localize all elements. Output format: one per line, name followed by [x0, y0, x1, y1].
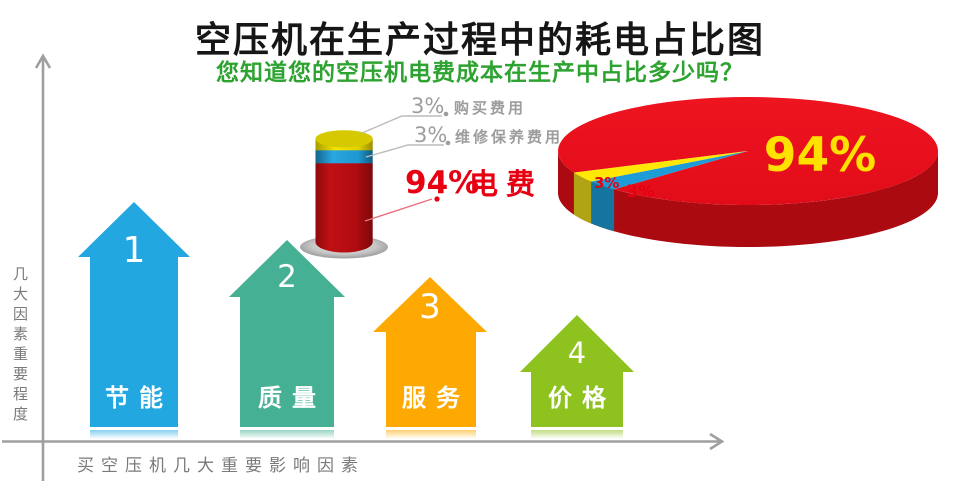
pie-side-purchase	[573, 172, 592, 224]
callout-pct-maintenance: 3%	[414, 123, 448, 147]
cylinder-segment-electricity	[315, 163, 373, 253]
pie-side-electricity	[558, 151, 938, 247]
callout-label-maintenance: 维修保养费用	[455, 128, 564, 146]
x-axis-arrowhead-icon	[709, 432, 725, 451]
y-axis-label: 几大因素重要程度	[11, 266, 29, 426]
pie-label-maintenance: 3%	[626, 182, 655, 202]
arrow-reflection-quality	[240, 430, 334, 439]
callout-pct-purchase: 3%	[411, 94, 445, 118]
pie-slice-purchase	[573, 151, 748, 182]
cylinder-segment-maintenance	[315, 150, 373, 164]
x-axis-label: 买空压机几大重要影响因素	[77, 456, 365, 476]
callout-line-maintenance	[365, 144, 444, 158]
arrow-reflection-price	[531, 430, 623, 439]
callout-line-electricity	[364, 198, 433, 222]
callout-dot-purchase	[443, 111, 449, 117]
callout-line-purchase	[361, 115, 442, 134]
callout-dot-electricity	[434, 196, 440, 202]
factor-label-energy: 节能	[105, 384, 173, 412]
pie-side-maintenance	[591, 181, 615, 232]
factor-label-price: 价格	[548, 384, 616, 412]
y-axis-arrowhead-icon	[34, 53, 52, 69]
arrow-reflection-service	[386, 430, 476, 439]
arrow-bar-quality	[229, 240, 345, 427]
factor-arrows	[78, 202, 634, 439]
cylinder-top	[315, 130, 373, 148]
pie-label-purchase: 3%	[594, 174, 620, 192]
page-title: 空压机在生产过程中的耗电占比图	[194, 20, 765, 61]
callout-pct-electricity: 94%	[405, 165, 480, 201]
arrow-bar-price	[520, 315, 634, 427]
factor-rank-price: 4	[567, 336, 587, 370]
callout-label-purchase: 购买费用	[454, 99, 527, 117]
cost-cylinder	[300, 130, 388, 259]
axes	[2, 53, 725, 481]
callout-lines	[361, 111, 451, 222]
pie-slice-electricity	[558, 96, 939, 205]
arrow-reflection-energy	[90, 430, 178, 439]
factor-rank-service: 3	[419, 287, 441, 327]
factor-rank-energy: 1	[122, 230, 146, 271]
pie-slice-maintenance	[591, 151, 748, 190]
pie-label-electricity: 94%	[763, 128, 877, 183]
factor-label-service: 服务	[402, 384, 470, 412]
callout-dot-maintenance	[445, 140, 451, 146]
factor-label-quality: 质量	[258, 384, 326, 412]
callout-label-electricity: 电费	[469, 167, 544, 201]
factor-rank-quality: 2	[277, 259, 297, 295]
arrow-bar-energy	[78, 202, 190, 427]
page-subtitle: 您知道您的空压机电费成本在生产中占比多少吗？	[216, 60, 744, 86]
arrow-bar-service	[373, 277, 487, 427]
cost-pie	[558, 96, 939, 247]
